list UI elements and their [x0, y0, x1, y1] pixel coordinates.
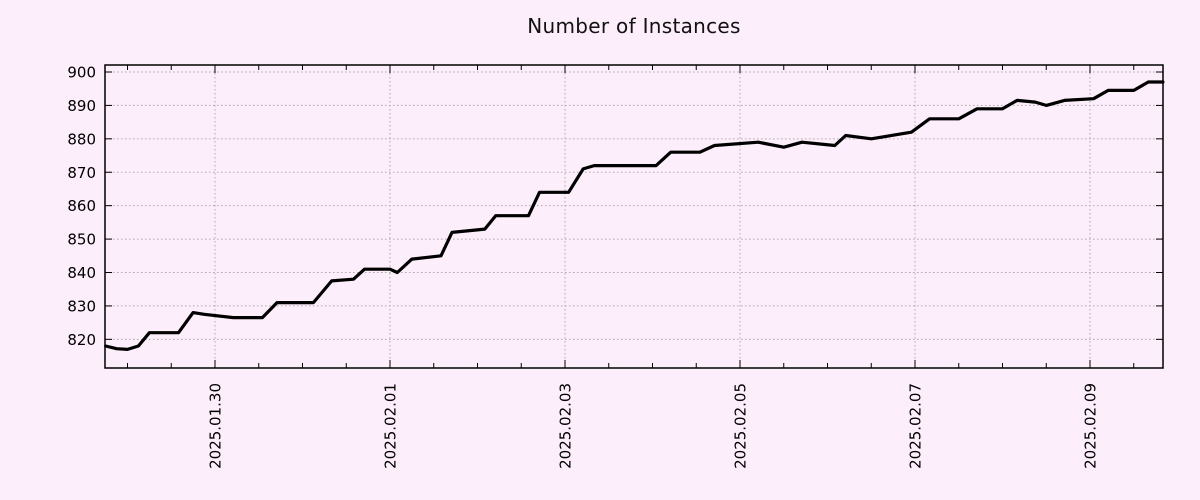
y-tick-label: 860 [67, 197, 96, 215]
x-tick-label: 2025.02.03 [557, 383, 575, 469]
y-tick-label: 850 [67, 231, 96, 249]
x-tick-label: 2025.02.07 [907, 383, 925, 469]
plot-border [104, 64, 1164, 369]
x-tick-label: 2025.02.05 [732, 383, 750, 469]
axis-border-and-ticks [104, 64, 1164, 369]
tick-labels: 820 830 840 850 860 870 880 890 900 2025.01.30 202… [67, 64, 1099, 469]
y-tick-label: 840 [67, 264, 96, 282]
x-tick-label: 2025.02.09 [1082, 383, 1100, 469]
y-tick-label: 900 [67, 64, 96, 82]
chart-title: Number of Instances [527, 14, 741, 38]
x-tick-label: 2025.02.01 [382, 383, 400, 469]
y-tick-label: 830 [67, 297, 96, 315]
y-tick-label: 880 [67, 130, 96, 148]
grid-lines [105, 65, 1163, 368]
y-tick-label: 820 [67, 331, 96, 349]
y-tick-label: 870 [67, 164, 96, 182]
y-tick-label: 890 [67, 97, 96, 115]
data-series [103, 80, 1165, 351]
x-tick-label: 2025.01.30 [207, 383, 225, 469]
instances-series-line [103, 80, 1165, 351]
